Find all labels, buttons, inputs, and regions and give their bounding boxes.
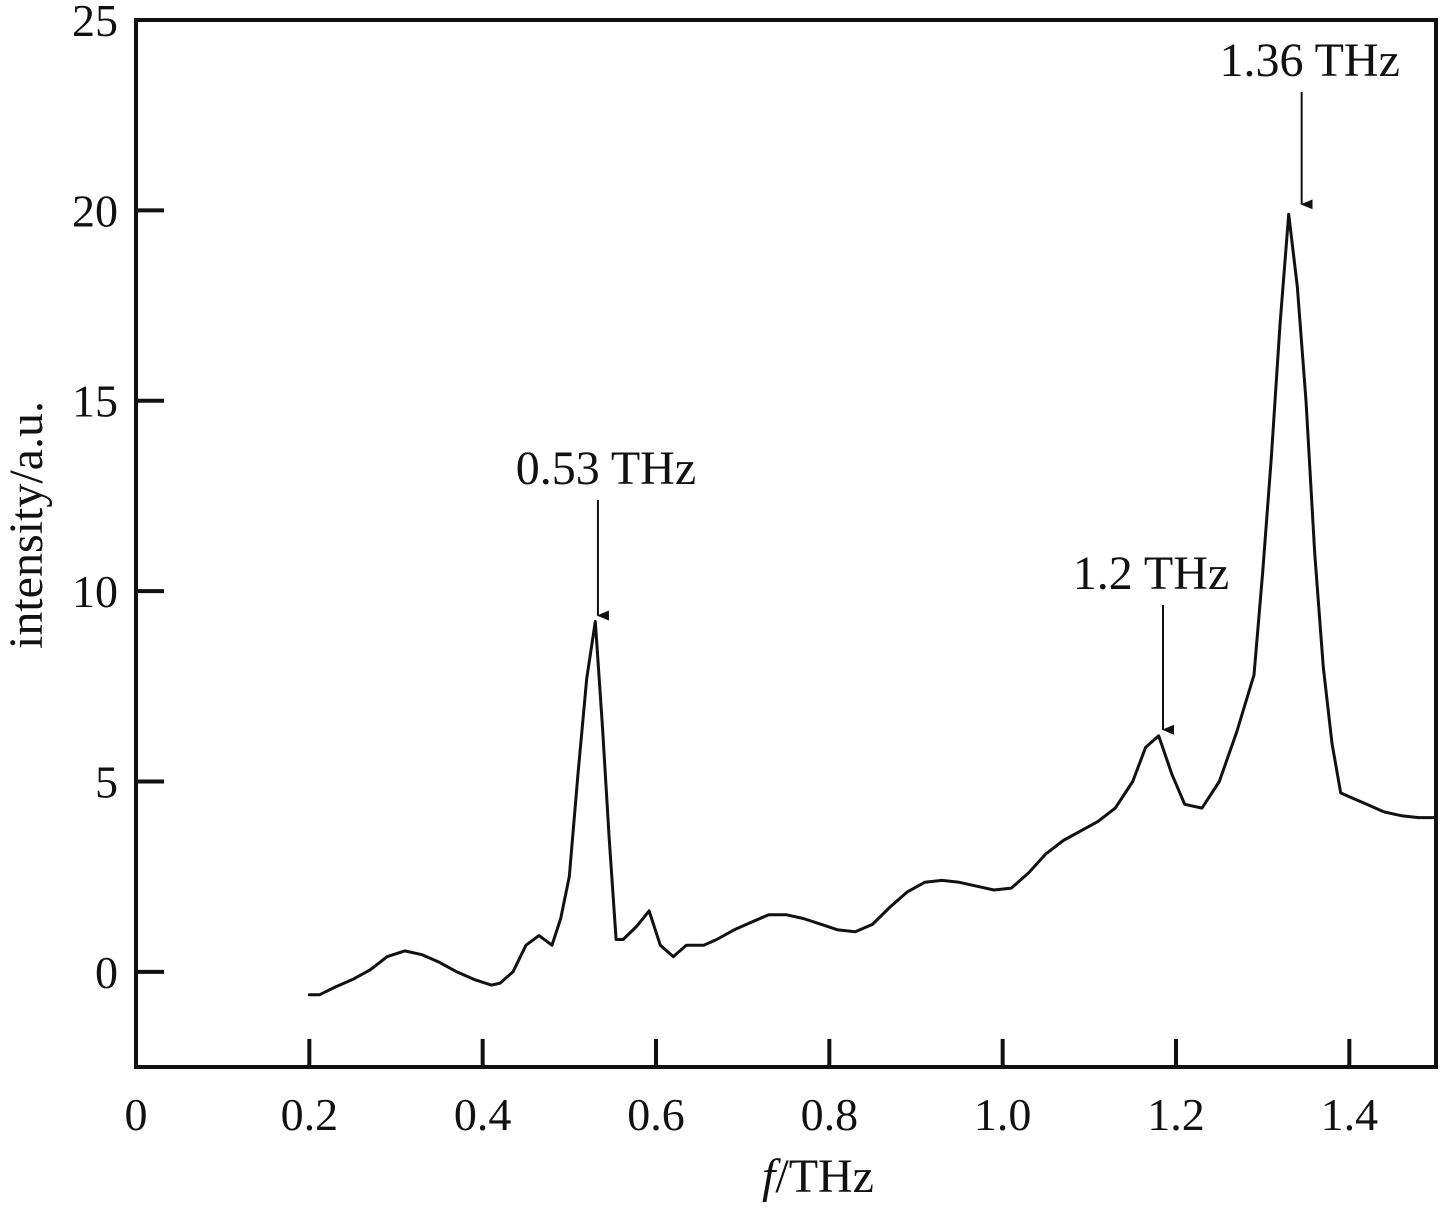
- x-tick-label: 0: [125, 1089, 148, 1140]
- x-tick-label: 0.4: [454, 1089, 512, 1140]
- y-tick-label: 10: [72, 566, 118, 617]
- x-axis-title: f/THz: [762, 1150, 874, 1203]
- axes: [134, 18, 1438, 1069]
- plot-frame: [134, 18, 1438, 1069]
- y-tick-label: 25: [72, 0, 118, 46]
- x-tick-label: 1.4: [1321, 1089, 1379, 1140]
- axis-titles: f/THz intensity/a.u.: [0, 401, 874, 1203]
- series-line: [307, 212, 1438, 997]
- series-layer: [307, 212, 1438, 997]
- annotation-label: 1.36 THz: [1219, 34, 1399, 87]
- y-tick-label: 15: [72, 376, 118, 427]
- y-tick-label: 5: [95, 756, 118, 807]
- annotation-label: 1.2 THz: [1073, 547, 1229, 600]
- ticks: 0 0.2 0.4 0.6 0.8 1.0 1.2 1.4 0 5 10 15 20 25: [72, 0, 1378, 1140]
- x-tick-label: 0.6: [627, 1089, 685, 1140]
- x-tick-label: 1.2: [1147, 1089, 1205, 1140]
- y-tick-label: 20: [72, 185, 118, 236]
- annotations: 0.53 THz 1.2 THz 1.36 THz: [516, 34, 1400, 735]
- y-axis-title: intensity/a.u.: [0, 401, 53, 649]
- x-tick-label: 0.2: [281, 1089, 339, 1140]
- x-tick-label: 0.8: [801, 1089, 859, 1140]
- x-tick-label: 1.0: [974, 1089, 1032, 1140]
- annotation-label: 0.53 THz: [516, 442, 696, 495]
- y-tick-label: 0: [95, 947, 118, 998]
- x-axis-title-rest: /THz: [775, 1150, 874, 1203]
